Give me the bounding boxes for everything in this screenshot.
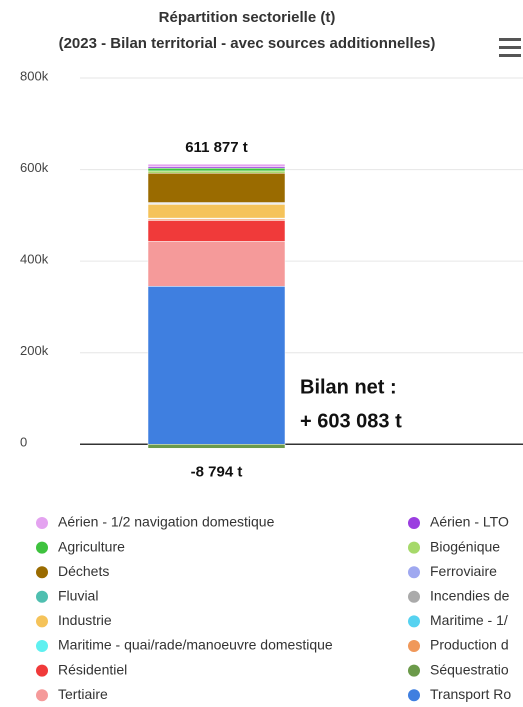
stack-total-label: 611 877 t xyxy=(185,139,248,156)
menu-bar xyxy=(499,54,521,57)
legend-marker xyxy=(36,664,48,677)
stack-negative-label: -8 794 t xyxy=(191,463,243,480)
y-tick-label: 600k xyxy=(20,160,49,175)
menu-button[interactable] xyxy=(499,38,521,57)
chart-title: Répartition sectorielle (t) xyxy=(159,9,336,26)
legend-label: Résidentiel xyxy=(58,661,127,677)
legend-marker xyxy=(408,590,420,603)
bar-segment xyxy=(147,220,286,242)
legend-label: Production d xyxy=(430,637,509,653)
legend-marker xyxy=(36,689,48,702)
legend-label: Biogénique xyxy=(430,538,500,554)
legend-marker xyxy=(408,640,420,652)
legend-label: Agriculture xyxy=(58,538,125,554)
legend-label: Maritime - quai/rade/manoeuvre domestiqu… xyxy=(58,637,333,653)
legend-marker xyxy=(36,566,48,579)
y-tick-label: 800k xyxy=(20,68,49,83)
menu-bar xyxy=(499,38,521,41)
bar-segment xyxy=(147,241,286,287)
legend-label: Aérien - 1/2 navigation domestique xyxy=(58,514,275,530)
legend-marker xyxy=(408,664,420,677)
legend-label: Fluvial xyxy=(58,588,98,604)
legend-marker xyxy=(36,640,48,652)
legend-marker xyxy=(36,590,48,603)
legend-marker xyxy=(408,541,420,554)
legend-marker xyxy=(36,517,48,529)
menu-bar xyxy=(499,46,521,49)
bar-segment xyxy=(147,170,286,174)
bar-segment xyxy=(147,167,286,172)
legend-marker xyxy=(408,689,420,702)
legend-marker xyxy=(408,517,420,529)
legend-label: Séquestratio xyxy=(430,661,509,677)
legend-label: Aérien - LTO xyxy=(430,514,509,530)
net-label: Bilan net : xyxy=(300,376,397,398)
legend-marker xyxy=(36,615,48,628)
legend-marker xyxy=(36,541,48,554)
legend-label: Déchets xyxy=(58,563,109,579)
y-tick-label: 400k xyxy=(20,252,49,267)
legend-label: Maritime - 1/ xyxy=(430,612,508,628)
bar-segment xyxy=(147,163,286,168)
legend-label: Ferroviaire xyxy=(430,563,497,579)
legend-label: Tertiaire xyxy=(58,686,108,702)
legend-marker xyxy=(408,615,420,628)
legend-label: Transport Ro xyxy=(430,686,511,702)
net-value: + 603 083 t xyxy=(300,410,402,432)
bar-segment xyxy=(147,444,286,449)
y-tick-label: 200k xyxy=(20,343,49,358)
legend-marker xyxy=(408,566,420,579)
y-tick-label: 0 xyxy=(20,435,27,450)
bar-segment xyxy=(147,172,286,203)
legend-label: Industrie xyxy=(58,612,112,628)
chart-subtitle: (2023 - Bilan territorial - avec sources… xyxy=(59,35,436,52)
bar-segment xyxy=(147,286,286,445)
legend-label: Incendies de xyxy=(430,588,510,604)
bar-segment xyxy=(147,204,286,219)
